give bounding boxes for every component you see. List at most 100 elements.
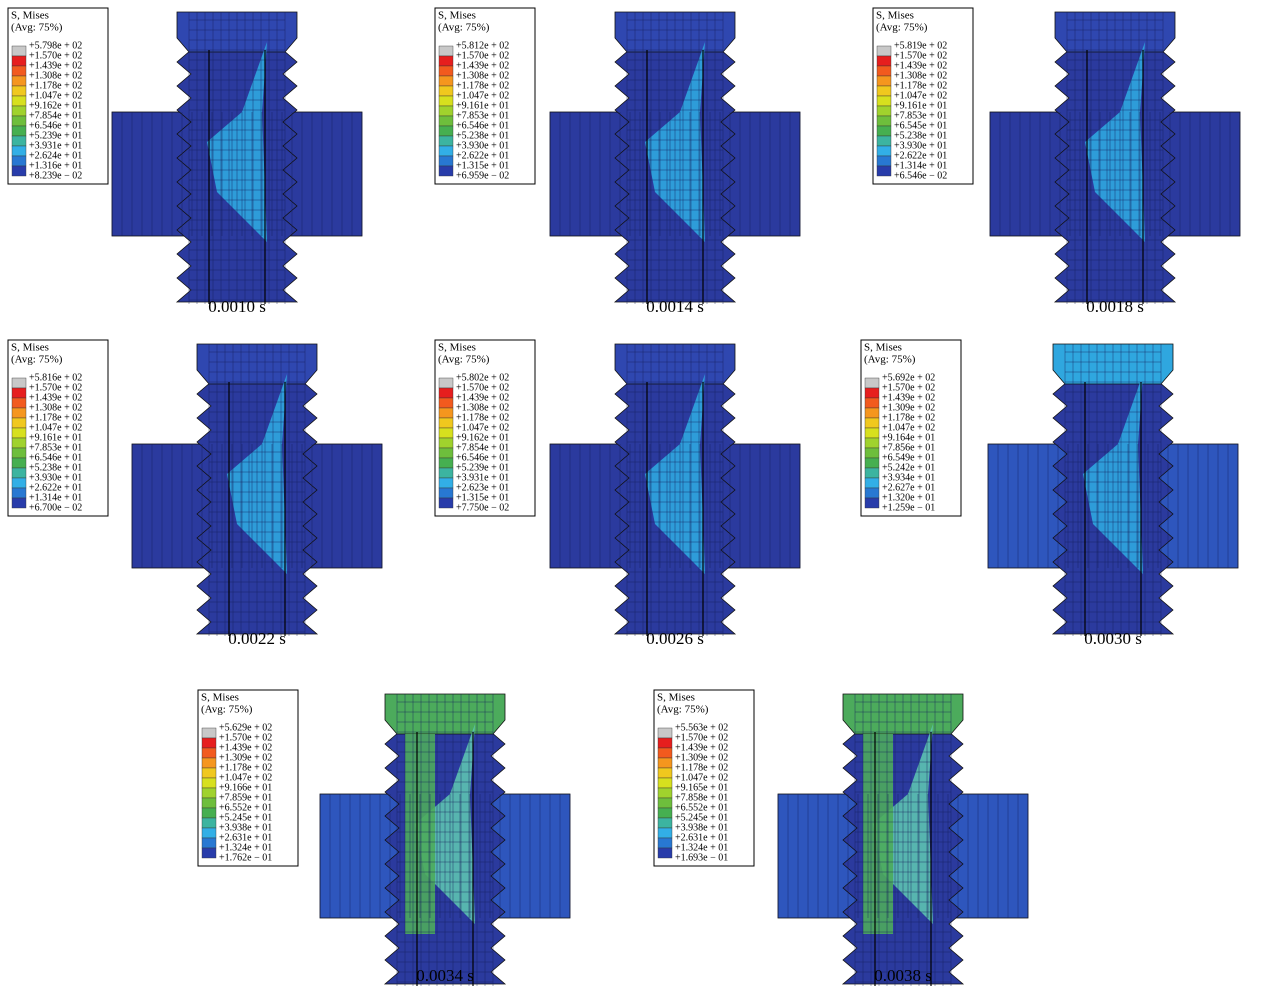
color-band bbox=[877, 136, 891, 146]
color-band bbox=[202, 748, 216, 758]
color-band bbox=[865, 398, 879, 408]
color-band bbox=[12, 116, 26, 126]
color-band bbox=[865, 378, 879, 388]
legend: S, Mises(Avg: 75%)+5.816e + 02+1.570e + … bbox=[8, 340, 108, 516]
legend-title: S, Mises bbox=[876, 10, 914, 22]
color-band bbox=[12, 66, 26, 76]
caption: 0.0022 s bbox=[228, 629, 286, 648]
color-band bbox=[12, 56, 26, 66]
color-band bbox=[439, 428, 453, 438]
color-band bbox=[658, 838, 672, 848]
color-band bbox=[439, 468, 453, 478]
color-band bbox=[877, 116, 891, 126]
color-band bbox=[877, 66, 891, 76]
legend-subtitle: (Avg: 75%) bbox=[438, 22, 490, 34]
page: S, Mises(Avg: 75%)+5.798e + 02+1.570e + … bbox=[0, 0, 1266, 994]
color-band bbox=[202, 808, 216, 818]
color-band bbox=[865, 498, 879, 508]
legend-title: S, Mises bbox=[657, 692, 695, 704]
color-band bbox=[12, 458, 26, 468]
legend-label: +7.750e − 02 bbox=[456, 502, 509, 513]
legend-label: +6.700e − 02 bbox=[29, 502, 82, 513]
color-band bbox=[12, 136, 26, 146]
color-band bbox=[202, 848, 216, 858]
legend-title: S, Mises bbox=[438, 342, 476, 354]
color-band bbox=[439, 146, 453, 156]
color-band bbox=[865, 428, 879, 438]
color-band bbox=[439, 106, 453, 116]
color-band bbox=[658, 748, 672, 758]
model bbox=[132, 344, 382, 636]
color-band bbox=[865, 488, 879, 498]
color-band bbox=[12, 428, 26, 438]
panel: S, Mises(Avg: 75%)+5.692e + 02+1.570e + … bbox=[861, 340, 1238, 648]
model bbox=[550, 12, 800, 304]
color-band bbox=[12, 378, 26, 388]
model bbox=[778, 694, 1028, 986]
color-band bbox=[658, 728, 672, 738]
legend-subtitle: (Avg: 75%) bbox=[876, 22, 928, 34]
color-band bbox=[877, 146, 891, 156]
color-band bbox=[12, 76, 26, 86]
color-band bbox=[202, 768, 216, 778]
color-band bbox=[12, 46, 26, 56]
color-band bbox=[865, 468, 879, 478]
color-band bbox=[439, 56, 453, 66]
caption: 0.0026 s bbox=[646, 629, 704, 648]
color-band bbox=[202, 728, 216, 738]
color-band bbox=[439, 438, 453, 448]
panel: S, Mises(Avg: 75%)+5.563e + 02+1.570e + … bbox=[654, 690, 1028, 986]
panel: S, Mises(Avg: 75%)+5.816e + 02+1.570e + … bbox=[8, 340, 382, 648]
panel: S, Mises(Avg: 75%)+5.802e + 02+1.570e + … bbox=[435, 340, 800, 648]
color-band bbox=[877, 86, 891, 96]
color-band bbox=[439, 86, 453, 96]
color-band bbox=[439, 498, 453, 508]
color-band bbox=[12, 408, 26, 418]
color-band bbox=[877, 46, 891, 56]
color-band bbox=[439, 116, 453, 126]
color-band bbox=[12, 488, 26, 498]
color-band bbox=[658, 788, 672, 798]
legend-subtitle: (Avg: 75%) bbox=[657, 704, 709, 716]
color-band bbox=[202, 838, 216, 848]
legend: S, Mises(Avg: 75%)+5.798e + 02+1.570e + … bbox=[8, 8, 108, 184]
legend-subtitle: (Avg: 75%) bbox=[438, 354, 490, 366]
color-band bbox=[865, 408, 879, 418]
color-band bbox=[658, 768, 672, 778]
caption: 0.0038 s bbox=[874, 966, 932, 985]
panel: S, Mises(Avg: 75%)+5.629e + 02+1.570e + … bbox=[198, 690, 570, 986]
color-band bbox=[658, 818, 672, 828]
color-band bbox=[439, 378, 453, 388]
color-band bbox=[12, 448, 26, 458]
color-band bbox=[439, 136, 453, 146]
legend: S, Mises(Avg: 75%)+5.563e + 02+1.570e + … bbox=[654, 690, 754, 866]
legend: S, Mises(Avg: 75%)+5.692e + 02+1.570e + … bbox=[861, 340, 961, 516]
color-band bbox=[439, 46, 453, 56]
caption: 0.0014 s bbox=[646, 297, 704, 316]
color-band bbox=[439, 458, 453, 468]
color-band bbox=[439, 76, 453, 86]
color-band bbox=[12, 146, 26, 156]
color-band bbox=[12, 498, 26, 508]
caption: 0.0034 s bbox=[416, 966, 474, 985]
color-band bbox=[202, 778, 216, 788]
color-band bbox=[12, 156, 26, 166]
legend-title: S, Mises bbox=[864, 342, 902, 354]
legend-subtitle: (Avg: 75%) bbox=[11, 354, 63, 366]
color-band bbox=[439, 488, 453, 498]
color-band bbox=[439, 66, 453, 76]
legend-label: +1.693e − 01 bbox=[675, 852, 728, 863]
color-band bbox=[439, 408, 453, 418]
color-band bbox=[439, 126, 453, 136]
color-band bbox=[202, 798, 216, 808]
model bbox=[112, 12, 362, 304]
color-band bbox=[12, 126, 26, 136]
color-band bbox=[877, 156, 891, 166]
color-band bbox=[12, 96, 26, 106]
color-band bbox=[202, 828, 216, 838]
color-band bbox=[439, 156, 453, 166]
legend-subtitle: (Avg: 75%) bbox=[201, 704, 253, 716]
color-band bbox=[202, 738, 216, 748]
color-band bbox=[12, 478, 26, 488]
legend-label: +1.762e − 01 bbox=[219, 852, 272, 863]
